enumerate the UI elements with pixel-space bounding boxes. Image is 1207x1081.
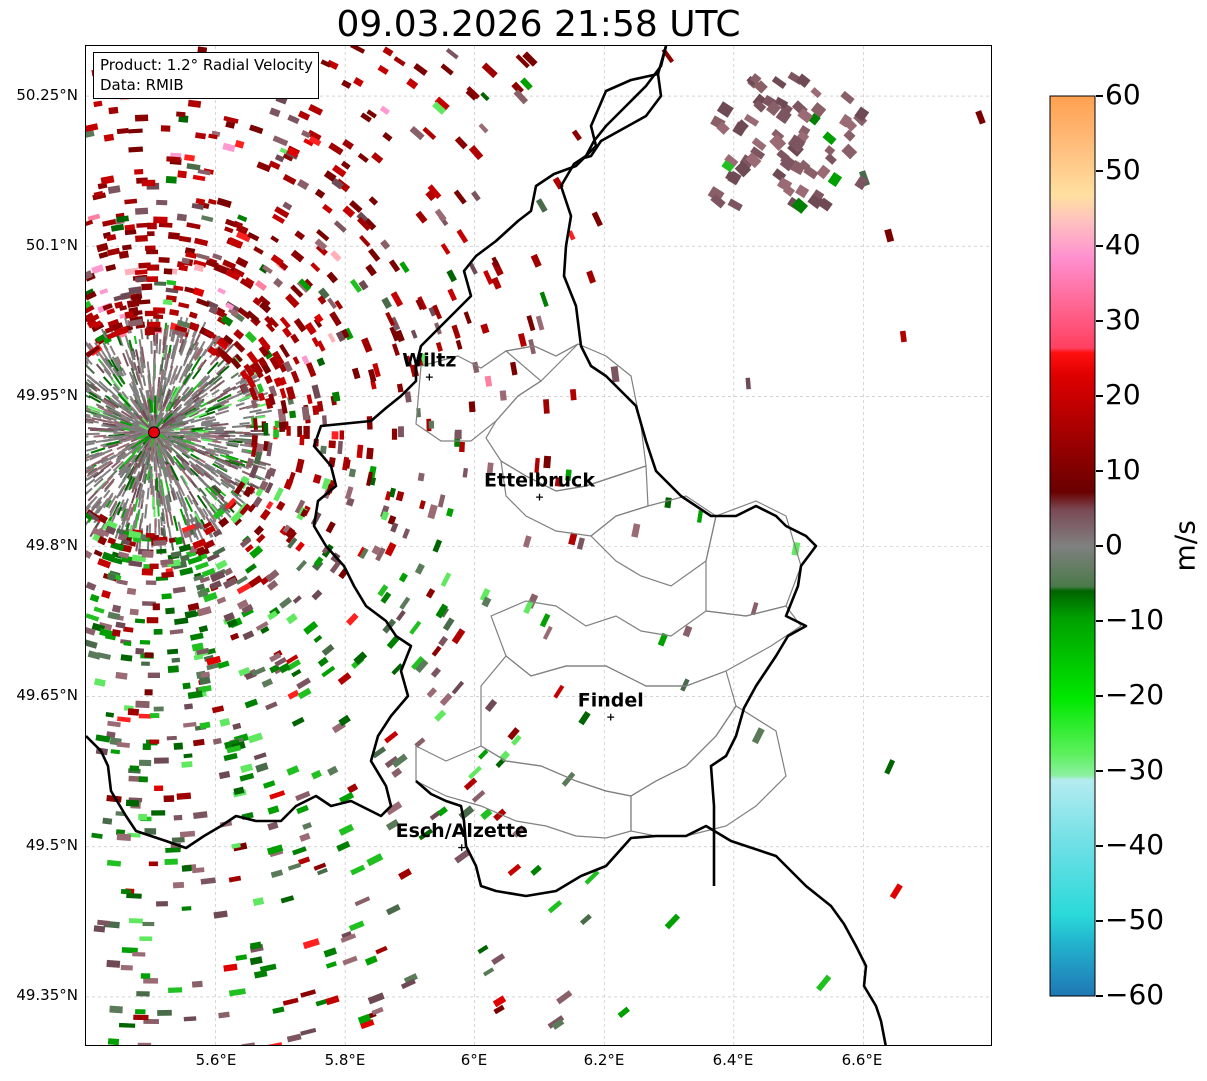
city-marker: +: [425, 370, 434, 383]
lon-tick-label: 6.6°E: [841, 1051, 883, 1069]
colorbar-tick-label: 0: [1105, 528, 1123, 561]
city-label: Wiltz: [402, 349, 456, 371]
canton-boundaries: [415, 343, 802, 839]
colorbar-tick-mark: [1096, 545, 1103, 547]
markers-layer: +Wiltz+Ettelbruck+Findel+Esch/Alzette: [148, 349, 644, 854]
colorbar-tick-label: 50: [1105, 153, 1141, 186]
city-label: Esch/Alzette: [396, 820, 528, 842]
colorbar-tick-mark: [1096, 170, 1103, 172]
colorbar-tick-mark: [1096, 620, 1103, 622]
map-panel[interactable]: + Wiltz + Ettelbruck + Findel + Esch/Alzette: [85, 45, 992, 1046]
colorbar-tick-label: −50: [1105, 903, 1165, 936]
city-marker: +: [535, 490, 544, 503]
colorbar-tick-label: −20: [1105, 678, 1165, 711]
radar-map: +Wiltz+Ettelbruck+Findel+Esch/Alzette: [86, 46, 991, 1045]
lat-tick-label: 50.25°N: [16, 86, 78, 104]
colorbar-tick-label: 40: [1105, 228, 1141, 261]
city-label: Ettelbruck: [484, 469, 595, 491]
lon-tick-label: 5.6°E: [195, 1051, 237, 1069]
colorbar-tick-mark: [1096, 770, 1103, 772]
colorbar-tick-label: −10: [1105, 603, 1165, 636]
lon-tick-label: 6.4°E: [712, 1051, 754, 1069]
radar-site-marker: [148, 426, 161, 439]
city-marker: +: [457, 841, 466, 854]
product-info-box: Product: 1.2° Radial Velocity Data: RMIB: [93, 52, 319, 99]
colorbar-tick-label: −40: [1105, 828, 1165, 861]
lat-tick-label: 49.5°N: [25, 836, 78, 854]
colorbar-tick-mark: [1096, 395, 1103, 397]
lon-tick-label: 5.8°E: [324, 1051, 366, 1069]
data-source-label: Data: RMIB: [100, 76, 184, 94]
lon-tick-label: 6.2°E: [583, 1051, 625, 1069]
colorbar-tick-label: 30: [1105, 303, 1141, 336]
city-label: Findel: [578, 690, 644, 712]
colorbar-tick-label: 20: [1105, 378, 1141, 411]
colorbar-tick-label: −30: [1105, 753, 1165, 786]
lat-tick-label: 49.35°N: [16, 986, 78, 1004]
radar-echoes: [86, 46, 986, 1045]
colorbar-tick-mark: [1096, 920, 1103, 922]
lat-tick-label: 49.95°N: [16, 386, 78, 404]
colorbar-tick-mark: [1096, 470, 1103, 472]
lat-tick-label: 49.65°N: [16, 686, 78, 704]
colorbar-tick-mark: [1096, 245, 1103, 247]
graticule: [86, 46, 991, 1045]
colorbar-tick-label: 60: [1105, 78, 1141, 111]
colorbar-tick-label: 10: [1105, 453, 1141, 486]
colorbar-tick-mark: [1096, 995, 1103, 997]
velocity-colorbar: [1049, 95, 1096, 997]
colorbar-tick-mark: [1096, 320, 1103, 322]
colorbar-tick-mark: [1096, 845, 1103, 847]
product-label: Product: 1.2° Radial Velocity: [100, 56, 313, 74]
country-borders: [86, 46, 887, 1045]
lat-tick-label: 50.1°N: [25, 236, 78, 254]
colorbar-unit-label: m/s: [1168, 520, 1202, 572]
lon-tick-label: 6°E: [460, 1051, 488, 1069]
map-title: 09.03.2026 21:58 UTC: [336, 4, 741, 45]
colorbar-tick-mark: [1096, 95, 1103, 97]
colorbar-tick-mark: [1096, 695, 1103, 697]
colorbar-tick-label: −60: [1105, 978, 1165, 1011]
city-marker: +: [606, 711, 615, 724]
lat-tick-label: 49.8°N: [25, 536, 78, 554]
